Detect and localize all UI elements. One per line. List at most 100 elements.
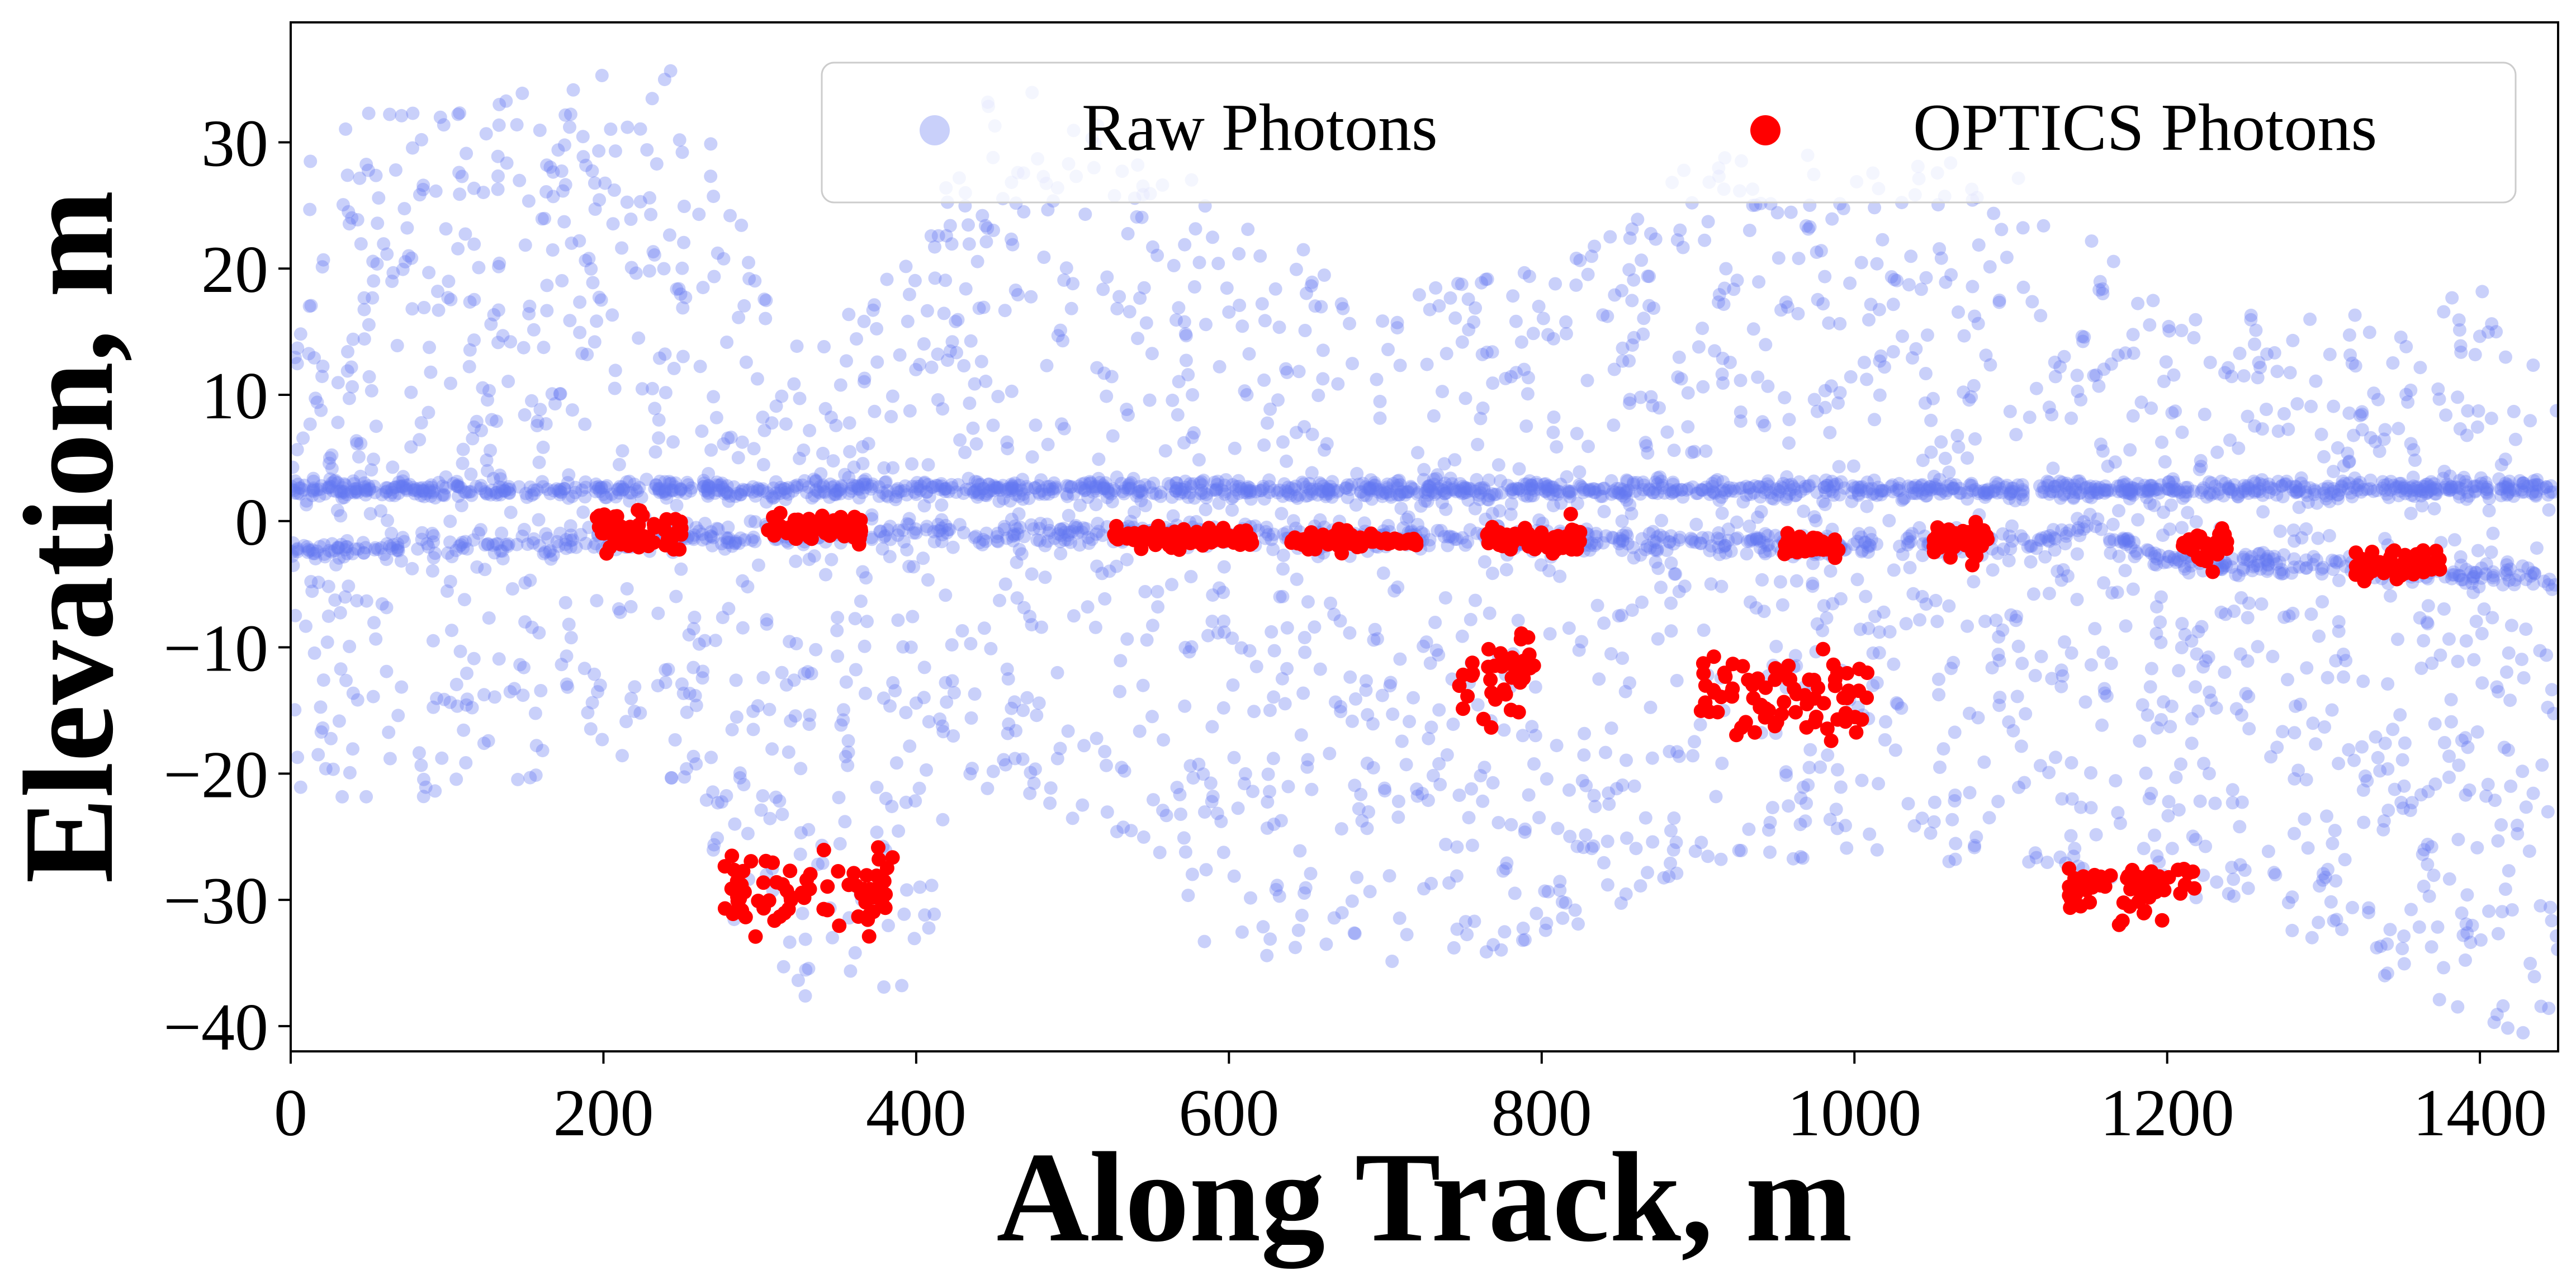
raw-photon-point <box>1474 412 1488 426</box>
raw-photon-point <box>1395 734 1409 748</box>
raw-photon-point <box>2112 549 2126 563</box>
raw-photon-point <box>1301 753 1315 767</box>
raw-photon-point <box>347 474 360 488</box>
raw-photon-point <box>443 695 457 709</box>
raw-photon-point <box>1300 286 1313 300</box>
raw-photon-point <box>1709 790 1723 804</box>
raw-photon-point <box>646 381 659 395</box>
raw-photon-point <box>1859 485 1873 499</box>
raw-photon-point <box>523 480 537 494</box>
raw-photon-point <box>1043 523 1057 537</box>
raw-photon-point <box>1135 210 1149 224</box>
raw-photon-point <box>1275 507 1289 521</box>
raw-photon-point <box>1763 544 1777 558</box>
raw-photon-point <box>1438 487 1452 501</box>
raw-photon-point <box>1686 749 1700 763</box>
raw-photon-point <box>2421 599 2435 613</box>
raw-photon-point <box>2288 534 2302 548</box>
raw-photon-point <box>1391 580 1405 594</box>
raw-photon-point <box>1809 514 1823 528</box>
raw-photon-point <box>1166 393 1180 407</box>
raw-photon-point <box>1906 351 1919 365</box>
raw-photon-point <box>529 768 543 782</box>
raw-photon-point <box>1968 432 1982 446</box>
raw-photon-point <box>633 122 647 136</box>
raw-photon-point <box>959 282 973 296</box>
raw-photon-point <box>1816 297 1830 311</box>
raw-photon-point <box>889 490 903 504</box>
raw-photon-point <box>463 295 477 309</box>
raw-photon-point <box>529 739 543 753</box>
raw-photon-point <box>997 753 1011 767</box>
raw-photon-point <box>2498 882 2512 896</box>
raw-photon-point <box>1963 786 1977 800</box>
raw-photon-point <box>676 301 690 315</box>
raw-photon-point <box>1830 822 1844 835</box>
raw-photon-point <box>665 771 679 785</box>
raw-photon-point <box>1987 206 2001 220</box>
raw-photon-point <box>992 494 1006 508</box>
raw-photon-point <box>1689 487 1703 501</box>
raw-photon-point <box>2199 839 2213 853</box>
raw-photon-point <box>482 384 496 398</box>
raw-photon-point <box>1579 828 1593 842</box>
raw-photon-point <box>564 631 578 645</box>
raw-photon-point <box>1030 709 1044 723</box>
raw-photon-point <box>1699 444 1713 458</box>
raw-photon-point <box>2540 648 2554 662</box>
raw-photon-point <box>1279 362 1293 376</box>
raw-photon-point <box>841 734 855 748</box>
raw-photon-point <box>1782 436 1796 450</box>
raw-photon-point <box>1493 504 1507 518</box>
raw-photon-point <box>2169 771 2183 785</box>
raw-photon-point <box>2074 393 2088 407</box>
raw-photon-point <box>2197 757 2211 771</box>
raw-photon-point <box>1257 373 1271 387</box>
raw-photon-point <box>733 771 747 785</box>
raw-photon-point <box>708 486 722 500</box>
raw-photon-point <box>1016 473 1029 487</box>
raw-photon-point <box>1478 555 1491 569</box>
raw-photon-point <box>1559 896 1573 910</box>
raw-photon-point <box>575 483 589 497</box>
raw-photon-point <box>950 346 963 360</box>
raw-photon-point <box>1105 370 1119 384</box>
raw-photon-point <box>2242 596 2256 610</box>
raw-photon-point <box>724 431 738 444</box>
raw-photon-point <box>2225 861 2239 875</box>
raw-photon-point <box>2523 414 2537 428</box>
raw-photon-point <box>707 270 721 284</box>
raw-photon-point <box>838 815 852 829</box>
raw-photon-point <box>1887 657 1901 671</box>
raw-photon-point <box>2460 888 2474 902</box>
raw-photon-point <box>855 485 869 499</box>
raw-photon-point <box>675 677 689 691</box>
raw-photon-point <box>707 390 721 404</box>
raw-photon-point <box>2072 521 2085 535</box>
raw-photon-point <box>1249 659 1263 673</box>
raw-photon-point <box>1278 697 1292 711</box>
raw-photon-point <box>2395 753 2409 767</box>
raw-photon-point <box>1478 761 1491 775</box>
raw-photon-point <box>1179 353 1193 367</box>
raw-photon-point <box>380 601 394 615</box>
raw-photon-point <box>1000 435 1014 449</box>
raw-photon-point <box>693 360 707 374</box>
raw-photon-point <box>2074 800 2088 814</box>
raw-photon-point <box>1067 609 1081 623</box>
raw-photon-point <box>1623 676 1636 690</box>
raw-photon-point <box>1878 360 1891 374</box>
raw-photon-point <box>633 195 647 209</box>
raw-photon-point <box>557 481 571 495</box>
raw-photon-point <box>667 361 681 375</box>
raw-photon-point <box>635 382 649 396</box>
raw-photon-point <box>424 489 438 503</box>
raw-photon-point <box>2380 966 2394 980</box>
raw-photon-point <box>1232 247 1246 261</box>
raw-photon-point <box>741 827 755 841</box>
raw-photon-point <box>1620 753 1633 767</box>
raw-photon-point <box>702 467 716 480</box>
raw-photon-point <box>2327 914 2341 928</box>
raw-photon-point <box>322 481 336 495</box>
